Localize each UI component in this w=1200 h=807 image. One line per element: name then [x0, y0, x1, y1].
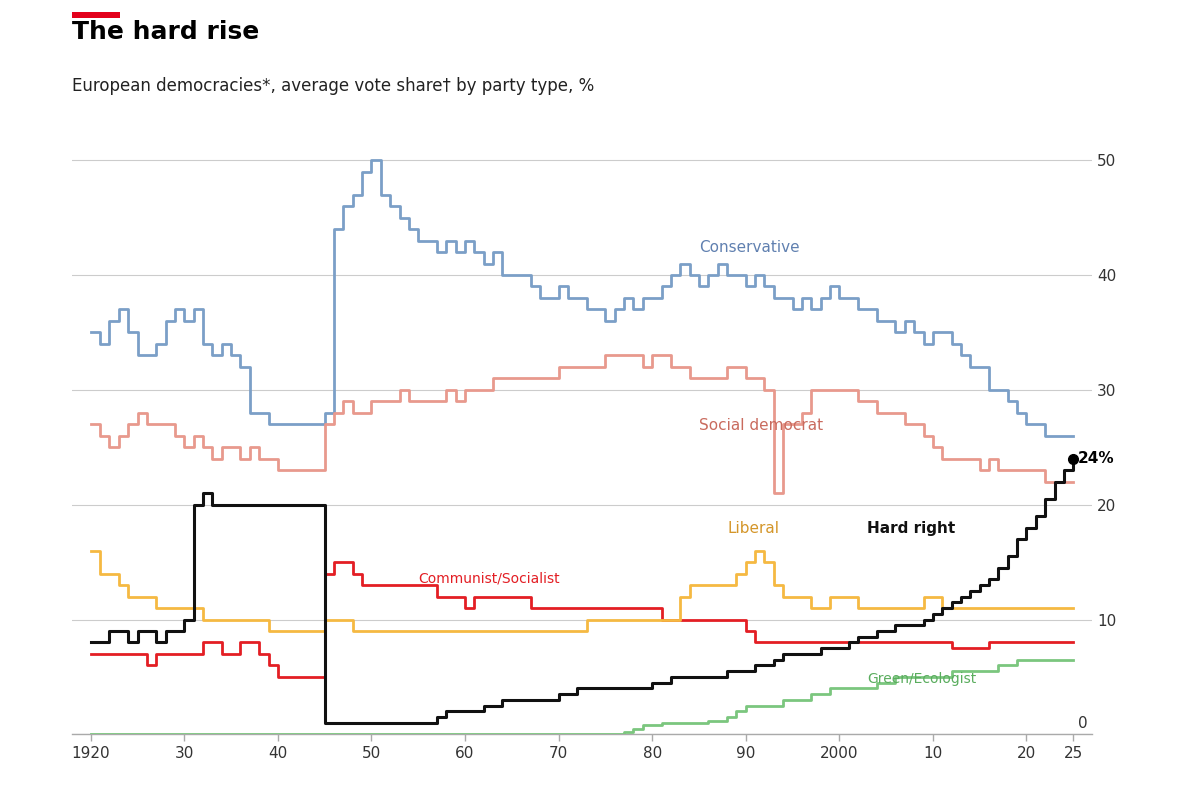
- Text: Communist/Socialist: Communist/Socialist: [419, 572, 560, 586]
- Text: Liberal: Liberal: [727, 521, 779, 537]
- Text: Green/Ecologist: Green/Ecologist: [868, 671, 977, 686]
- Text: European democracies*, average vote share† by party type, %: European democracies*, average vote shar…: [72, 77, 594, 94]
- Text: 0: 0: [1078, 716, 1087, 731]
- Text: The hard rise: The hard rise: [72, 20, 259, 44]
- Text: Conservative: Conservative: [698, 240, 799, 255]
- Text: 24%: 24%: [1078, 451, 1115, 466]
- Text: Social democrat: Social democrat: [698, 418, 823, 433]
- Text: Hard right: Hard right: [868, 521, 955, 537]
